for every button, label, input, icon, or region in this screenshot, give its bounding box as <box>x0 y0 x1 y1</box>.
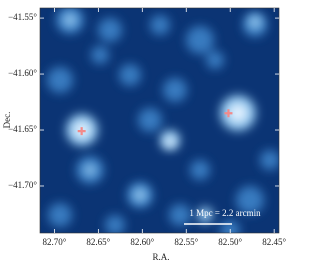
chart: 1 Mpc = 2.2 arcmin R.A. Dec. 82.70° 82.65… <box>2 7 286 262</box>
image: 1 Mpc = 2.2 arcmin <box>40 8 279 233</box>
x-tick-label: 82.70° <box>42 237 66 247</box>
frame <box>39 7 280 234</box>
x-tick-label: 82.60° <box>130 237 154 247</box>
y-tick-label: −41.65° <box>8 124 37 134</box>
y-tick-label: −41.55° <box>8 12 37 22</box>
x-axis-label: R.A. <box>152 252 169 262</box>
x-tick-label: 82.55° <box>174 237 198 247</box>
x-tick-label: 82.65° <box>86 237 110 247</box>
x-tick-label: 82.45° <box>262 237 286 247</box>
marker <box>77 127 86 136</box>
y-axis-label: Dec. <box>2 112 12 129</box>
annotation: 1 Mpc = 2.2 arcmin <box>189 208 261 218</box>
x-tick-label: 82.50° <box>218 237 242 247</box>
y-tick-label: −41.60° <box>8 68 37 78</box>
y-tick-label: −41.70° <box>8 180 37 190</box>
marker <box>224 109 233 118</box>
